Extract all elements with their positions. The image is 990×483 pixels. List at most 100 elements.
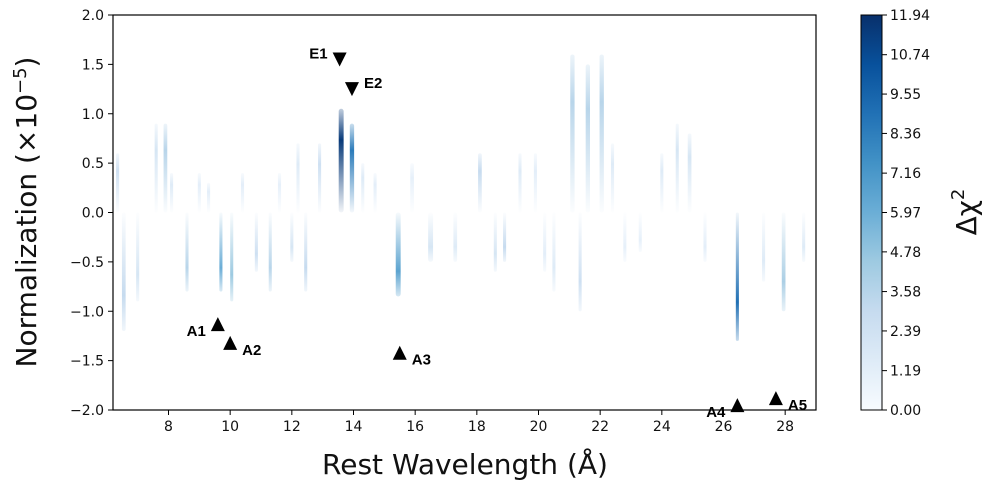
heatmap-feature (207, 182, 211, 213)
y-tick-label: −1.5 (70, 354, 104, 370)
heatmap-feature (304, 212, 308, 292)
heatmap-feature (268, 212, 272, 292)
heatmap-feature (296, 143, 300, 213)
x-tick-label: 12 (283, 419, 301, 435)
colorbar-tick-label: 0.00 (890, 403, 921, 419)
y-tick-label: −2.0 (70, 403, 104, 419)
heatmap-feature (802, 212, 806, 262)
heatmap-feature (578, 212, 582, 312)
y-axis-ticks: −2.0 −1.5 −1.0 −0.5 0.0 0.5 1.0 1.5 2.0 (70, 8, 113, 419)
heatmap-feature (163, 123, 168, 213)
heatmap-feature (338, 108, 344, 213)
colorbar-tick-label: 1.19 (890, 364, 921, 380)
x-tick-label: 10 (221, 419, 239, 435)
colorbar-tick-label: 7.16 (890, 166, 921, 182)
heatmap-feature (453, 212, 458, 262)
heatmap-feature (533, 153, 537, 213)
heatmap-feature (254, 212, 258, 272)
heatmap-feature (170, 173, 174, 213)
heatmap-feature (585, 64, 590, 213)
colorbar-tick-label: 11.94 (890, 8, 930, 24)
x-tick-label: 22 (591, 419, 609, 435)
y-tick-label: 1.0 (82, 107, 104, 123)
heatmap-feature (219, 212, 223, 292)
marker-a2-triangle (223, 335, 238, 350)
y-tick-label: 2.0 (82, 8, 104, 24)
marker-a3-label: A3 (412, 352, 431, 369)
heatmap-feature (610, 143, 615, 213)
x-tick-label: 18 (468, 419, 486, 435)
marker-a4-triangle (730, 398, 745, 413)
colorbar-title: Δχ2 (948, 189, 983, 236)
annotation-markers: E1 E2 A1 A2 A3 A4 A5 (187, 45, 807, 421)
heatmap-feature (230, 212, 234, 302)
heatmap-feature (493, 212, 497, 272)
y-axis-title-text: Normalization (×10 (10, 94, 43, 368)
heatmap-feature (116, 153, 120, 213)
x-tick-label: 20 (530, 419, 548, 435)
y-tick-label: 0.5 (82, 156, 104, 172)
heatmap-feature (290, 212, 294, 262)
colorbar (860, 14, 883, 411)
marker-e1-label: E1 (309, 45, 327, 62)
colorbar-tick-label: 9.55 (890, 87, 921, 103)
colorbar-title-text: Δχ (950, 200, 983, 235)
colorbar-title-exponent: 2 (948, 189, 969, 200)
heatmap-feature (373, 173, 377, 213)
heatmap-feature (410, 163, 414, 213)
x-tick-label: 26 (715, 419, 733, 435)
x-tick-label: 16 (406, 419, 424, 435)
x-axis-ticks: 8 10 12 14 16 18 20 22 24 26 28 (164, 410, 794, 435)
marker-e2-label: E2 (364, 75, 382, 92)
heatmap-feature (361, 163, 365, 213)
colorbar-ticks: 0.00 1.19 2.39 3.58 4.78 5.97 7.16 8.36 9.55 10.7… (882, 8, 930, 419)
marker-a3-triangle (392, 345, 407, 360)
heatmap-feature (599, 54, 604, 213)
marker-e1-triangle (332, 52, 347, 67)
marker-a4-label: A4 (706, 404, 726, 421)
heatmap-feature (395, 212, 401, 297)
colorbar-tick-label: 8.36 (890, 126, 921, 142)
marker-a5-label: A5 (788, 397, 807, 414)
heatmap-feature (240, 173, 245, 213)
heatmap-feature (570, 54, 575, 213)
marker-e2-triangle (344, 82, 359, 97)
heatmap-feature (687, 133, 692, 213)
heatmap-feature (136, 212, 140, 302)
heatmap-features (116, 54, 806, 341)
heatmap-feature (623, 212, 627, 262)
marker-a2-label: A2 (242, 342, 261, 359)
y-tick-label: −0.5 (70, 255, 104, 271)
colorbar-tick-label: 2.39 (890, 324, 921, 340)
marker-a5-triangle (768, 391, 783, 406)
heatmap-feature (478, 153, 482, 213)
heatmap-feature (735, 212, 739, 341)
x-axis-title: Rest Wavelength (Å) (322, 447, 608, 481)
heatmap-feature (277, 173, 282, 213)
x-tick-label: 8 (164, 419, 173, 435)
heatmap-feature (660, 153, 664, 213)
colorbar-tick-label: 3.58 (890, 285, 921, 301)
heatmap-feature (675, 123, 679, 213)
heatmap-feature (703, 212, 707, 262)
y-axis-title-exponent: −5 (10, 67, 31, 94)
y-tick-label: −1.0 (70, 304, 104, 320)
y-tick-label: 1.5 (82, 57, 104, 73)
heatmap-feature (552, 212, 556, 292)
heatmap-feature (428, 212, 434, 262)
heatmap-feature (638, 212, 642, 252)
y-axis-title-suffix: ) (10, 57, 43, 68)
heatmap-feature (197, 173, 201, 213)
y-axis-title: Normalization (×10−5) (10, 57, 43, 368)
y-tick-label: 0.0 (82, 206, 104, 222)
heatmap-feature (518, 153, 522, 213)
heatmap-feature (543, 212, 547, 272)
x-tick-label: 14 (345, 419, 363, 435)
heatmap-feature (154, 123, 158, 213)
x-tick-label: 24 (653, 419, 671, 435)
heatmap-feature (185, 212, 189, 292)
x-tick-label: 28 (776, 419, 794, 435)
heatmap-feature (762, 212, 766, 282)
marker-a1-label: A1 (187, 323, 206, 340)
